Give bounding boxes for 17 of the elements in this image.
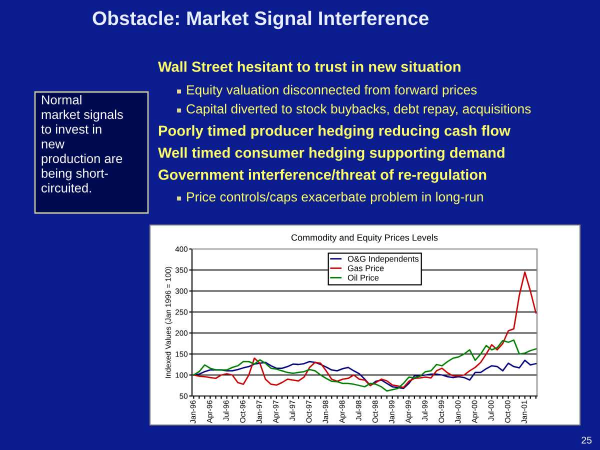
text: Government interference/threat of re-regulation — [158, 169, 486, 183]
line-series — [192, 360, 537, 390]
chart-title: Commodity and Equity Prices Levels — [291, 234, 438, 243]
text: Capital diverted to stock buybacks, debt repay, acquisitions — [186, 104, 531, 116]
line-series — [192, 339, 537, 392]
text: Wall Street hesitant to trust in new situation — [158, 61, 460, 72]
text: Normal market signals to invest in new production are being short- circuited. — [41, 95, 123, 193]
text: Price controls/caps exacerbate problem in long-run — [187, 192, 483, 204]
text: Well timed consumer hedging supporting demand — [158, 147, 504, 161]
text: Poorly timed producer hedging reducing cash flow — [158, 125, 510, 139]
legend-label: Oil Price — [348, 274, 379, 281]
text: 25 — [582, 436, 592, 444]
line-series — [192, 271, 537, 388]
text: Obstacle: Market Signal Interference — [92, 10, 428, 30]
text: Equity valuation disconnected from forward prices — [187, 84, 477, 98]
legend-label: O&G Independents — [348, 256, 419, 264]
legend-label: Gas Price — [348, 265, 384, 272]
